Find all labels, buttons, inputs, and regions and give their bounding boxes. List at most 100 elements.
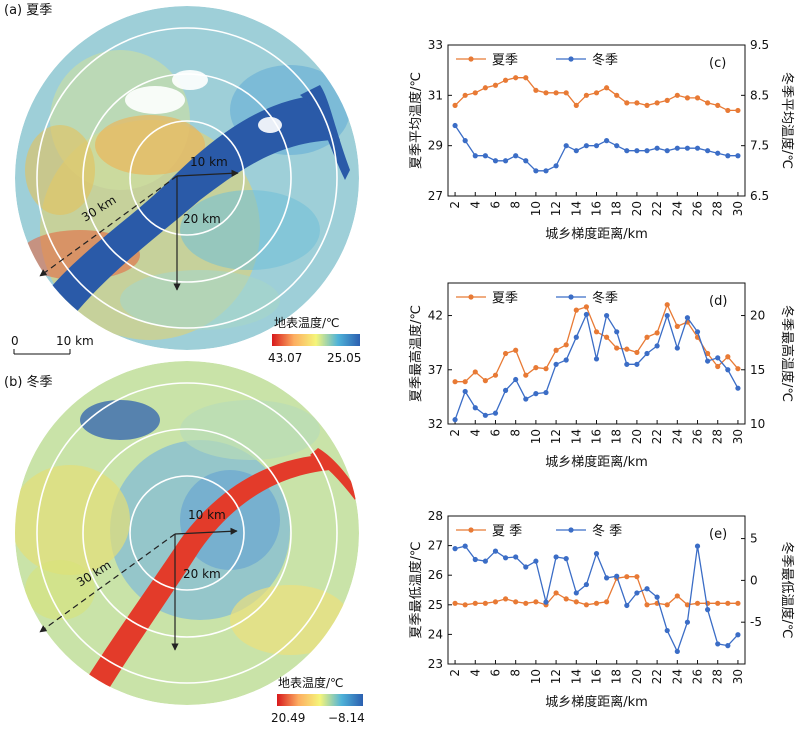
data-point [583,92,589,98]
data-point [452,379,458,385]
data-point [604,312,610,319]
data-point [563,596,569,602]
data-point [725,367,731,373]
data-point [624,148,630,154]
data-point [654,100,660,106]
data-point [725,153,731,159]
x-tick-label: 16 [590,669,604,684]
data-point [553,347,559,353]
data-point [492,599,499,605]
data-point [583,311,589,318]
y-left-tick-label: 33 [428,38,443,52]
data-point [654,145,660,151]
map-winter-raster [15,361,359,705]
data-point [593,90,600,96]
legend-label: 冬 季 [592,523,622,539]
x-tick-label: 28 [711,669,725,684]
data-point [604,334,610,340]
data-point [462,92,468,98]
data-point [513,153,519,159]
data-point [462,602,468,608]
data-point [523,158,529,164]
data-point [705,358,711,364]
data-point [624,602,630,609]
data-point [573,334,579,340]
map-summer-raster [15,6,359,350]
data-point [583,581,589,588]
data-point [513,554,519,560]
data-point [684,619,691,625]
data-point [502,77,509,83]
data-point [664,312,670,319]
y-right-tick-label: 10 [750,417,765,431]
data-point [482,412,488,418]
data-point [563,556,569,562]
panel-label: (d) [709,294,727,309]
data-point [513,75,519,81]
x-tick-label: 24 [670,429,684,444]
data-point [563,143,569,149]
x-tick-label: 30 [731,669,745,684]
x-tick-label: 12 [549,201,563,216]
x-tick-label: 20 [630,669,644,684]
x-tick-label: 14 [569,201,583,216]
map-winter-arrow-30km [39,533,176,633]
x-tick-label: 18 [610,201,624,216]
map-winter-label: (b) 冬季 [4,374,53,390]
map-winter-legend-min: −8.14 [328,711,365,725]
x-tick-label: 20 [630,201,644,216]
panel-label: (e) [709,527,727,542]
data-point [502,158,509,164]
x-axis-label: 城乡梯度距离/km [545,694,648,710]
data-point [684,145,691,151]
data-point [513,376,519,383]
x-tick-label: 8 [509,429,523,437]
data-point [735,600,741,606]
data-point [614,143,620,149]
data-point [674,145,680,151]
data-point [715,363,721,370]
data-point [634,349,640,356]
x-tick-label: 16 [590,429,604,444]
y-left-tick-label: 23 [428,657,443,671]
data-point [553,90,559,96]
data-point [644,148,650,154]
data-point [604,85,610,91]
data-point [694,145,701,151]
x-tick-label: 14 [569,669,583,684]
data-point [583,143,589,149]
data-point [664,302,670,308]
chart-0: 2 4 6 8 10 12 14 16 18 20 22 24 26 28 30272931336.57.5… [408,38,795,242]
y-left-tick-label: 32 [428,417,443,431]
y-left-tick-label: 25 [428,598,443,612]
data-point [644,586,650,592]
map-summer-ring-label-20km: 20 km [183,212,221,226]
y-right-axis-label: 冬季最低温度/℃ [779,542,795,639]
x-tick-label: 24 [670,201,684,216]
y-left-tick-label: 28 [428,509,443,523]
x-tick-label: 28 [711,429,725,444]
data-point [654,343,660,349]
data-point [472,405,478,411]
x-tick-label: 14 [569,429,583,444]
y-right-tick-label: 9.5 [750,38,769,52]
data-point [452,417,458,423]
x-tick-label: 16 [590,201,604,216]
data-point [573,148,579,154]
x-tick-label: 22 [650,201,664,216]
data-point [533,87,539,93]
data-point [593,143,600,149]
data-point [664,148,670,154]
data-point [492,410,499,416]
data-point [472,556,478,563]
map-summer-ring-label-10km: 10 km [190,155,228,169]
x-tick-label: 4 [468,201,482,209]
data-point [735,366,741,372]
data-point [472,369,478,375]
data-point [694,95,701,101]
data-point [725,643,731,649]
data-point [563,342,569,348]
data-point [502,596,509,602]
data-point [694,600,701,606]
data-point [482,378,488,384]
